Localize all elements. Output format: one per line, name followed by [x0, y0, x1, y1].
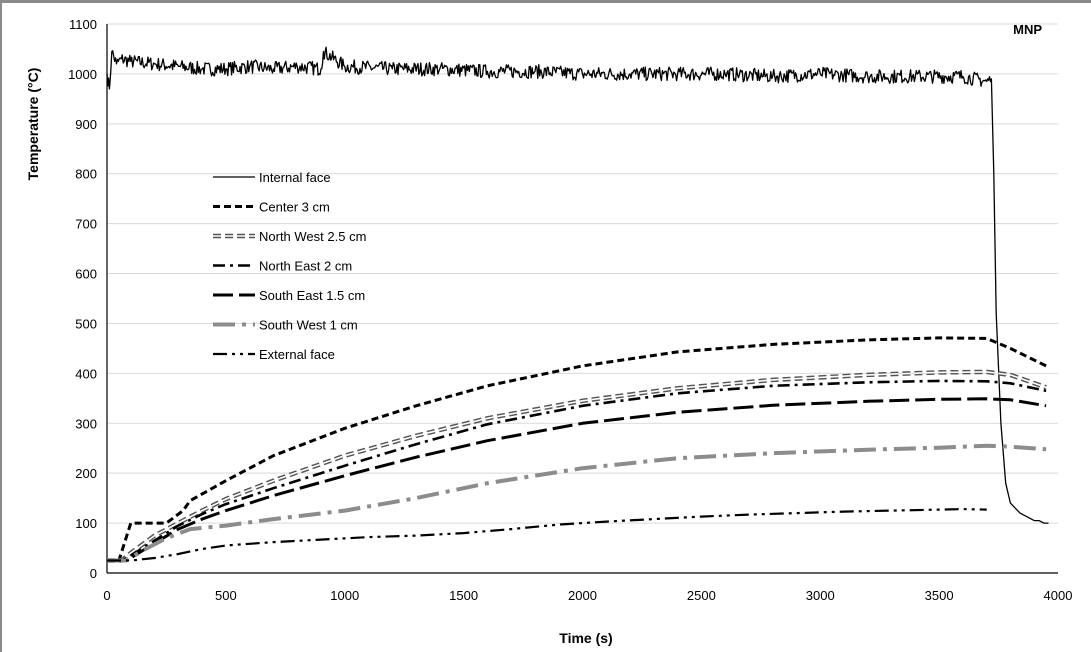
x-axis-title: Time (s) — [559, 630, 612, 646]
legend-label: Center 3 cm — [259, 200, 330, 215]
y-tick-label: 200 — [75, 466, 97, 481]
y-tick-label: 1000 — [68, 67, 97, 82]
y-tick-label: 300 — [75, 416, 97, 431]
series-line — [106, 46, 1049, 524]
series-layer — [106, 46, 1049, 563]
y-tick-label: 100 — [75, 516, 97, 531]
x-tick-label: 3000 — [806, 588, 835, 603]
legend-label: South West 1 cm — [259, 318, 358, 333]
legend-label: Internal face — [259, 170, 331, 185]
series-line-inner — [107, 371, 1047, 562]
x-tick-label: 2000 — [568, 588, 597, 603]
axes: 0 100 200 300 400 500 600 700 800 900 1000 1100 0 500… — [68, 17, 1072, 603]
y-tick-label: 600 — [75, 267, 97, 282]
legend-label: North West 2.5 cm — [259, 229, 366, 244]
series-line — [107, 379, 1047, 562]
series-line — [107, 508, 987, 562]
series-line — [107, 443, 1047, 563]
panel-label: MNP — [1013, 22, 1042, 37]
x-tick-label: 2500 — [687, 588, 716, 603]
legend: Internal face Center 3 cm North West 2.5 c… — [213, 170, 366, 362]
x-tick-label: 1000 — [330, 588, 359, 603]
x-tick-label: 500 — [215, 588, 237, 603]
y-tick-label: 700 — [75, 217, 97, 232]
series-line — [107, 336, 1047, 562]
legend-label: North East 2 cm — [259, 259, 352, 274]
legend-label: South East 1.5 cm — [259, 288, 365, 303]
x-tick-label: 3500 — [925, 588, 954, 603]
y-tick-label: 500 — [75, 316, 97, 331]
y-tick-label: 400 — [75, 366, 97, 381]
y-tick-label: 800 — [75, 167, 97, 182]
y-axis-title: Temperature (°C) — [25, 68, 41, 181]
legend-label: External face — [259, 347, 335, 362]
x-tick-label: 4000 — [1044, 588, 1073, 603]
y-tick-label: 0 — [90, 566, 97, 581]
y-tick-label: 1100 — [69, 17, 97, 32]
x-tick-label: 0 — [103, 588, 110, 603]
x-tick-label: 1500 — [449, 588, 478, 603]
y-tick-label: 900 — [75, 117, 97, 132]
